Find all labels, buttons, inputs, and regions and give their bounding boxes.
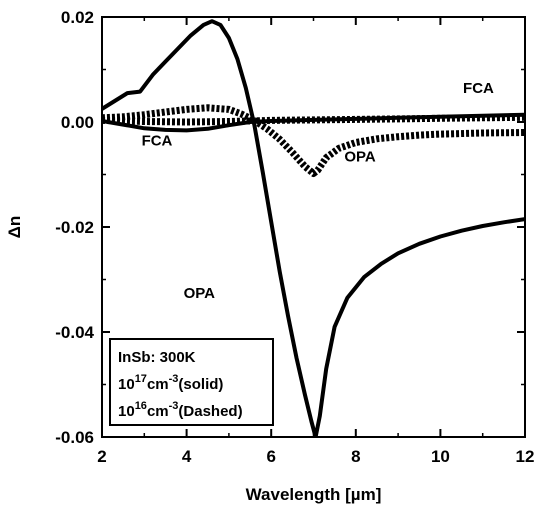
series-line-fca-dashed xyxy=(102,113,525,126)
legend-line: 1016cm-3(Dashed) xyxy=(118,400,243,420)
legend-box: InSb: 300K 1017cm-3(solid) 1016cm-3(Dashed… xyxy=(109,338,274,426)
axis-ticks: 2 4 6 8 10 12 -0.06 -0.04 -0.02 0.00 0.02 xyxy=(55,8,534,466)
x-tick-label: 8 xyxy=(351,447,360,466)
y-tick-label: 0.00 xyxy=(61,113,94,132)
series-annotation: FCA xyxy=(463,80,494,97)
x-tick-label: 2 xyxy=(97,447,106,466)
y-tick-label: 0.02 xyxy=(61,8,94,27)
x-axis-title: Wavelength [µm] xyxy=(246,485,382,504)
plot-lines xyxy=(102,19,525,437)
x-tick-label: 4 xyxy=(182,447,192,466)
legend-frame xyxy=(109,338,274,426)
series-annotation: OPA xyxy=(344,148,376,165)
x-tick-label: 12 xyxy=(516,447,535,466)
y-axis-title: Δn xyxy=(5,216,24,239)
series-line-opa-solid xyxy=(102,19,525,437)
x-tick-label: 6 xyxy=(266,447,275,466)
y-tick-label: -0.06 xyxy=(55,428,94,447)
series-line-opa-dashed xyxy=(102,104,525,177)
legend-line: 1017cm-3(solid) xyxy=(118,373,223,393)
series-annotation: OPA xyxy=(184,285,216,302)
y-tick-label: -0.04 xyxy=(55,323,94,342)
annotations: FCA FCA OPA OPA xyxy=(142,80,494,302)
legend-line: InSb: 300K xyxy=(118,349,196,366)
x-tick-label: 10 xyxy=(431,447,450,466)
y-tick-label: -0.02 xyxy=(55,218,94,237)
series-annotation: FCA xyxy=(142,133,173,150)
